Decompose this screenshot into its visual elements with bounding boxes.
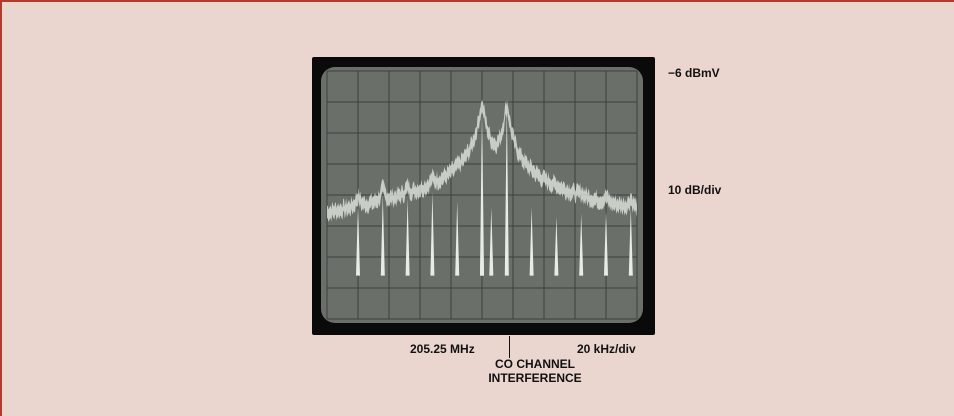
co-channel-marker-line [509, 336, 510, 358]
annotation-line-1: CO CHANNEL [495, 357, 575, 371]
sideband-peak [405, 198, 410, 276]
sideband-peak [604, 210, 608, 276]
sideband-peak [504, 105, 509, 276]
co-channel-peak [489, 207, 494, 276]
sideband-peak [628, 207, 633, 276]
vertical-scale-label: 10 dB/div [668, 183, 722, 197]
co-channel-annotation: CO CHANNEL INTERFERENCE [470, 357, 600, 385]
sideband-peak [380, 195, 385, 276]
sideband-peak [529, 207, 534, 276]
spectrum-screen [321, 67, 643, 323]
sideband-peak [430, 191, 435, 276]
sideband-peak [455, 201, 460, 276]
spectrum-plot [321, 67, 643, 323]
reference-level-label: −6 dBmV [668, 66, 720, 80]
center-frequency-label: 205.25 MHz [410, 342, 475, 356]
horizontal-scale-label: 20 kHz/div [577, 342, 636, 356]
main-carrier-peak [480, 105, 484, 276]
annotation-line-2: INTERFERENCE [488, 371, 582, 385]
sideband-peak [579, 213, 584, 276]
spectrum-trace-group [327, 99, 637, 276]
sideband-peak [554, 216, 559, 276]
sideband-peak [356, 204, 360, 276]
spectrum-trace [327, 99, 637, 222]
